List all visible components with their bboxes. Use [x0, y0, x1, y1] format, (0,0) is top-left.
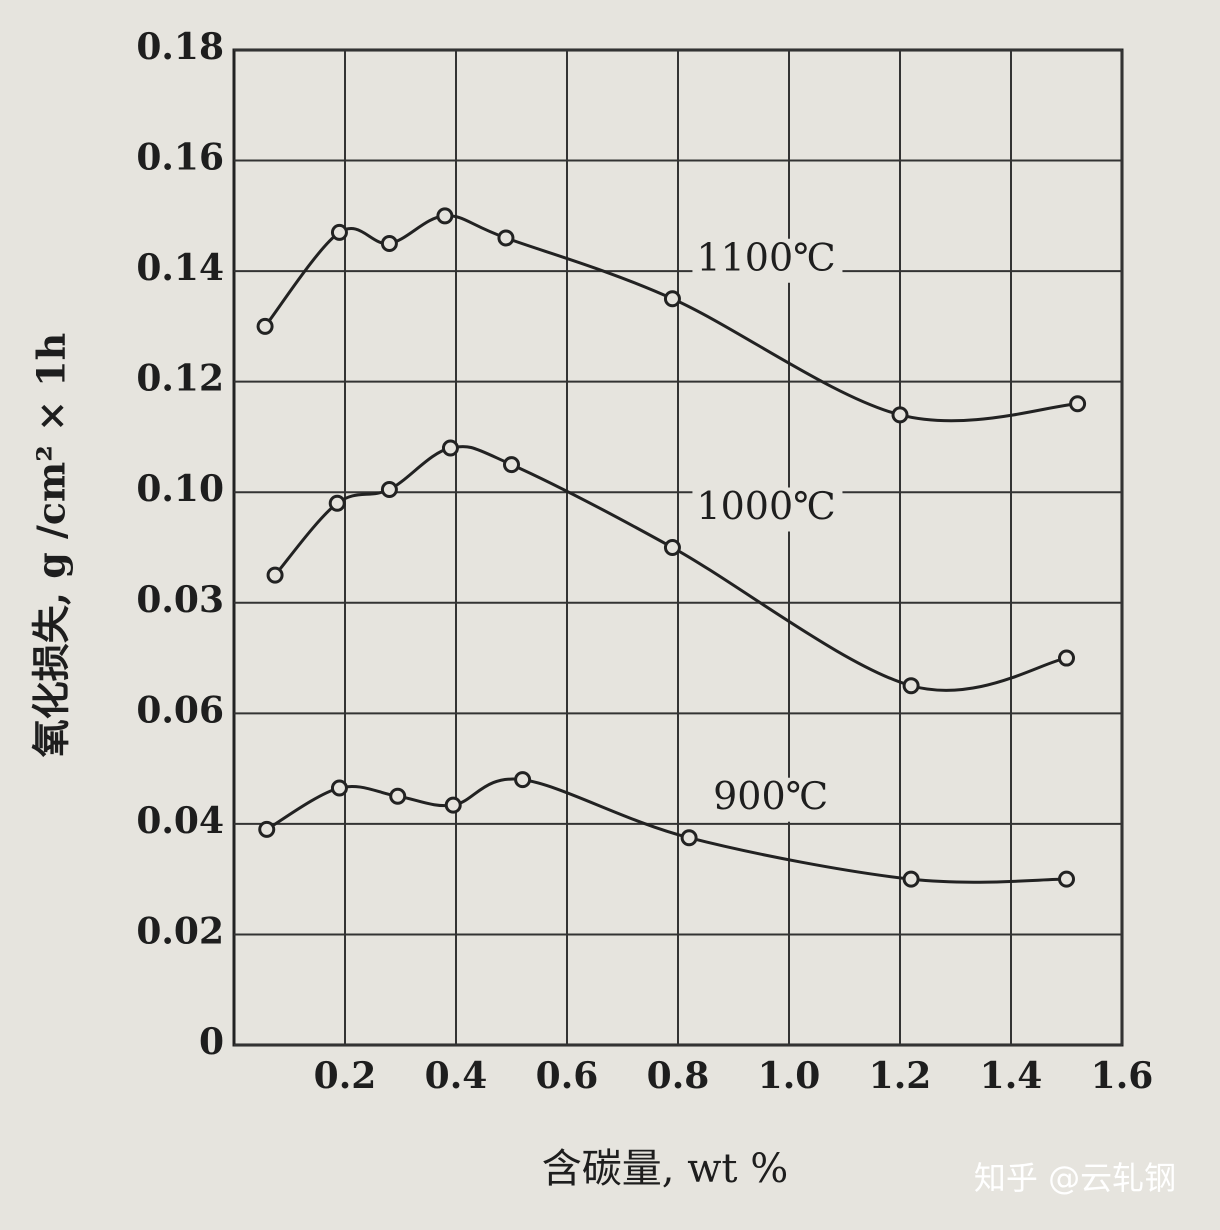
y-tick-label: 0.18 [136, 26, 224, 68]
y-tick-label: 0.02 [136, 910, 224, 952]
data-point [663, 539, 681, 556]
x-tick-label: 0.2 [314, 1055, 377, 1097]
y-tick-label: 0.16 [136, 137, 224, 179]
data-point [330, 223, 348, 241]
data-point [380, 480, 398, 498]
y-tick-label: 0.14 [136, 247, 224, 289]
data-point [256, 317, 274, 335]
data-point [1069, 395, 1087, 413]
x-tick-label: 1.2 [869, 1055, 932, 1097]
series-label: 900℃ [713, 774, 828, 818]
data-point [436, 207, 454, 225]
series-label: 1000℃ [696, 484, 835, 528]
data-point [514, 771, 532, 789]
data-point [389, 787, 407, 805]
series-label: 1100℃ [696, 235, 835, 279]
y-tick-label: 0.06 [136, 689, 224, 731]
y-tick-label: 0.12 [136, 358, 224, 400]
data-point [497, 229, 515, 247]
label-bg [709, 777, 860, 822]
data-point [503, 456, 520, 474]
x-tick-label: 1.4 [980, 1055, 1043, 1097]
watermark: 知乎 @云轧钢 [974, 1159, 1176, 1197]
x-tick-label: 0.4 [425, 1055, 488, 1097]
data-point [891, 406, 909, 424]
y-axis-label: 氧化损失, g /cm² × 1h [29, 333, 74, 758]
data-point [380, 234, 398, 252]
data-point [441, 439, 459, 457]
data-point [1058, 870, 1075, 888]
data-point [1058, 649, 1075, 667]
y-tick-label: 0.10 [136, 468, 224, 510]
x-tick-label: 1.0 [758, 1055, 821, 1097]
x-tick-label: 0.6 [536, 1055, 599, 1097]
data-point [902, 870, 920, 888]
data-point [328, 494, 346, 512]
data-point [444, 796, 462, 814]
label-bg [692, 487, 843, 532]
y-tick-label: 0.03 [136, 579, 224, 621]
data-point [680, 829, 698, 847]
x-axis-label: 含碳量, wt % [542, 1146, 788, 1192]
data-point [330, 779, 348, 797]
y-tick-label: 0.04 [136, 800, 224, 842]
data-point [266, 566, 284, 584]
x-tick-label: 1.6 [1091, 1055, 1154, 1097]
y-tick-label: 0 [199, 1021, 224, 1063]
data-point [902, 677, 920, 695]
label-bg [692, 238, 843, 283]
data-point [258, 820, 276, 838]
x-tick-label: 0.8 [647, 1055, 710, 1097]
data-point [663, 290, 681, 308]
